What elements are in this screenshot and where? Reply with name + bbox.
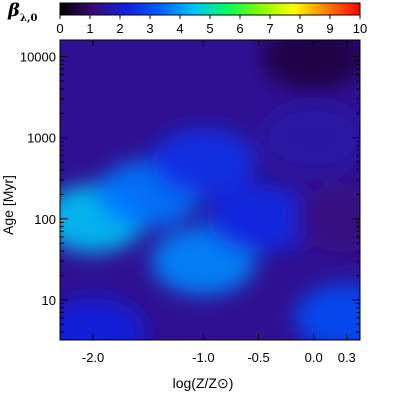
y-axis-label: Age [Myr]	[0, 175, 16, 235]
x-axis-label: log(Z/Z⊙)	[173, 375, 234, 391]
colorbar-tick-label: 9	[326, 21, 333, 36]
y-tick-label: 1000	[27, 131, 56, 146]
colorbar-tick-label: 3	[146, 21, 153, 36]
heatmap-region	[294, 184, 360, 253]
x-tick-label: -2.0	[82, 350, 104, 365]
colorbar-tick-label: 6	[236, 21, 243, 36]
x-axis: -2.0 -1.0 -0.5 0.0 0.3	[82, 40, 356, 365]
y-tick-label: 10	[42, 293, 56, 308]
heatmap-region	[294, 283, 360, 340]
colorbar-tick-label: 0	[56, 21, 63, 36]
colorbar-tick-label: 4	[176, 21, 183, 36]
colorbar-title: βλ,0	[8, 1, 37, 29]
y-tick-label: 10000	[20, 50, 56, 65]
colorbar-ticks: 0 1 2 3 4 5 6 7 8 9 10	[56, 15, 367, 36]
heatmap-region	[261, 103, 360, 172]
heatmap-region	[60, 298, 146, 340]
x-tick-label: -0.5	[247, 350, 269, 365]
y-axis: 10 100 1000 10000	[20, 50, 360, 333]
colorbar	[59, 2, 361, 16]
colorbar-tick-label: 10	[353, 21, 367, 36]
colorbar-tick-label: 5	[206, 21, 213, 36]
colorbar-tick-label: 8	[296, 21, 303, 36]
plot-frame	[59, 39, 361, 341]
colorbar-tick-label: 2	[116, 21, 123, 36]
colorbar-tick-label: 1	[86, 21, 93, 36]
x-tick-label: -1.0	[192, 350, 214, 365]
heatmap-regions	[60, 40, 360, 340]
x-tick-label: 0.3	[338, 350, 356, 365]
heatmap-region	[151, 128, 256, 197]
heatmap-region	[261, 40, 360, 91]
heatmap-field	[60, 40, 360, 340]
colorbar-title-main: β	[8, 0, 20, 21]
colorbar-tick-label: 7	[266, 21, 273, 36]
x-tick-label: 0.0	[305, 350, 323, 365]
heatmap-region	[206, 184, 311, 253]
y-tick-label: 100	[34, 212, 56, 227]
colorbar-title-sub: λ,0	[19, 13, 38, 24]
